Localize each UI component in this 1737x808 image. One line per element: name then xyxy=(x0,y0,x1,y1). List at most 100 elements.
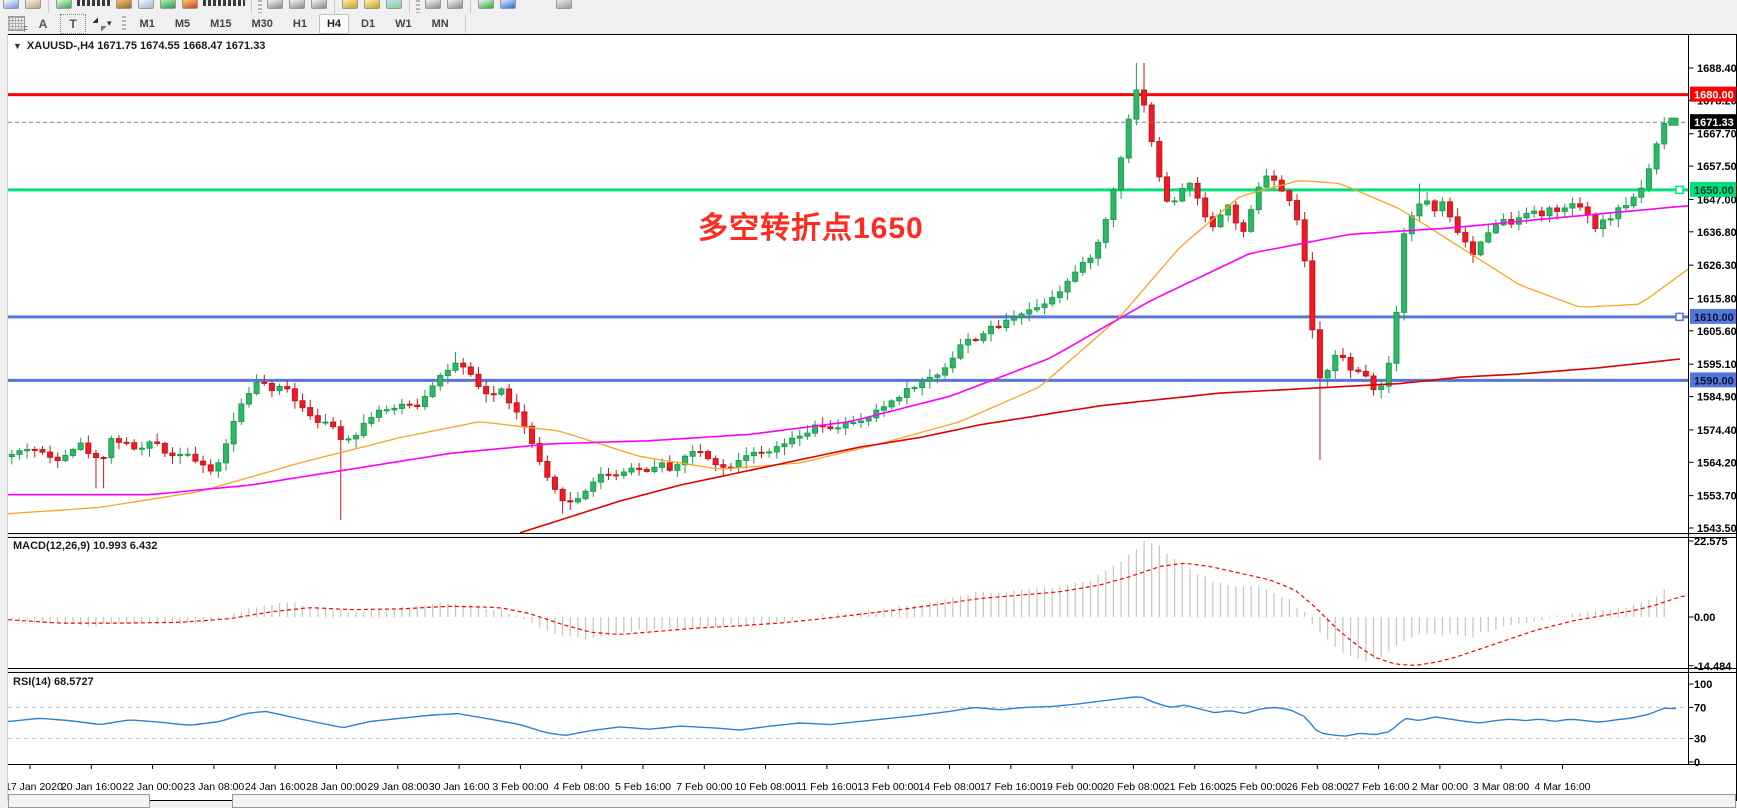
shapes-icon xyxy=(93,18,105,30)
timeframe-button-h1[interactable]: H1 xyxy=(292,17,307,30)
chart-annotation[interactable]: 多空转折点1650 xyxy=(698,212,924,245)
new-chart-icon[interactable] xyxy=(3,0,19,9)
rsi-axis: 100 70 30 0 xyxy=(1688,679,1712,769)
timeframe-button-m5[interactable]: M5 xyxy=(174,17,191,30)
window-icon[interactable] xyxy=(556,0,572,9)
vline-tool-icon[interactable] xyxy=(447,0,463,9)
window-left-strip xyxy=(0,34,8,801)
svg-text:1543.50: 1543.50 xyxy=(1697,523,1737,535)
svg-text:19 Feb 00:00: 19 Feb 00:00 xyxy=(1041,781,1103,793)
pencil-tool-icon[interactable] xyxy=(342,0,358,9)
svg-text:11 Feb 16:00: 11 Feb 16:00 xyxy=(796,781,857,793)
chart-title[interactable]: ▼ XAUUSD-,H4 1671.75 1674.55 1668.47 1671… xyxy=(13,40,265,52)
timeframe-button-m1[interactable]: M1 xyxy=(139,17,155,30)
toolbar-grip[interactable] xyxy=(121,15,126,32)
terminal-icon[interactable] xyxy=(182,0,198,9)
svg-text:1688.40: 1688.40 xyxy=(1697,63,1737,75)
svg-text:14 Feb 08:00: 14 Feb 08:00 xyxy=(919,781,981,793)
timeframe-button-h4[interactable]: H4 xyxy=(318,13,350,34)
autotrading-label-cut[interactable] xyxy=(203,0,245,6)
navigator-icon[interactable] xyxy=(160,0,176,9)
svg-text:-14.484: -14.484 xyxy=(1694,661,1732,673)
hline-tool-icon[interactable] xyxy=(311,0,327,9)
toolbar-separator xyxy=(251,0,252,13)
svg-text:1615.80: 1615.80 xyxy=(1697,293,1737,305)
svg-text:1553.70: 1553.70 xyxy=(1697,491,1737,503)
toolbar-separator xyxy=(470,0,471,13)
svg-text:0.00: 0.00 xyxy=(1694,612,1715,624)
status-box-left xyxy=(8,794,150,808)
svg-text:29 Jan 08:00: 29 Jan 08:00 xyxy=(367,781,428,793)
timeframe-button-w1[interactable]: W1 xyxy=(395,17,412,30)
svg-text:27 Feb 16:00: 27 Feb 16:00 xyxy=(1348,781,1410,793)
svg-text:1680.00: 1680.00 xyxy=(1694,90,1734,102)
timeframe-button-mn[interactable]: MN xyxy=(431,17,449,30)
new-order-label-cut[interactable] xyxy=(77,0,111,6)
svg-text:30: 30 xyxy=(1694,734,1706,746)
zoom-icon[interactable] xyxy=(25,0,41,9)
ma-red-line xyxy=(519,358,1681,533)
new-order-icon[interactable] xyxy=(56,0,72,9)
svg-text:20 Jan 16:00: 20 Jan 16:00 xyxy=(61,781,122,793)
svg-text:1650.00: 1650.00 xyxy=(1694,185,1734,197)
price-level-lines xyxy=(8,93,1688,382)
shapes-dropdown-button[interactable]: ▾ xyxy=(93,18,112,30)
hline2-tool-icon[interactable] xyxy=(425,0,441,9)
svg-text:28 Jan 00:00: 28 Jan 00:00 xyxy=(306,781,367,793)
svg-text:3 Mar 08:00: 3 Mar 08:00 xyxy=(1473,781,1529,793)
chart-panels xyxy=(7,34,1737,801)
data-window-icon[interactable] xyxy=(138,0,154,9)
svg-text:4 Mar 16:00: 4 Mar 16:00 xyxy=(1534,781,1590,793)
svg-text:25 Feb 00:00: 25 Feb 00:00 xyxy=(1225,781,1287,793)
svg-text:21 Feb 16:00: 21 Feb 16:00 xyxy=(1164,781,1226,793)
moving-averages xyxy=(8,180,1688,533)
toolbar-separator xyxy=(409,0,410,13)
svg-text:1605.60: 1605.60 xyxy=(1697,326,1737,338)
timeframe-button-d1[interactable]: D1 xyxy=(361,17,376,30)
toolbar-separator xyxy=(334,0,335,13)
market-watch-icon[interactable] xyxy=(116,0,132,9)
svg-text:1574.40: 1574.40 xyxy=(1697,425,1737,437)
svg-text:70: 70 xyxy=(1694,702,1706,714)
pencil2-tool-icon[interactable] xyxy=(364,0,380,9)
svg-text:1610.00: 1610.00 xyxy=(1694,312,1734,324)
svg-text:23 Jan 08:00: 23 Jan 08:00 xyxy=(184,781,245,793)
svg-text:30 Jan 16:00: 30 Jan 16:00 xyxy=(429,781,490,793)
toolbar-timeframes: F A T ▾ M1 M5 M15 M30 H1 H4 D1 W1 MN xyxy=(0,13,1737,34)
add-indicator-icon[interactable] xyxy=(478,0,494,9)
rsi-line xyxy=(8,696,1677,737)
svg-text:13 Feb 00:00: 13 Feb 00:00 xyxy=(857,781,919,793)
price-axis: 1688.401678.201667.701657.501647.001636.… xyxy=(1688,63,1737,535)
ma-orange-line xyxy=(8,180,1688,515)
svg-text:1595.10: 1595.10 xyxy=(1697,359,1737,371)
toolbar-separator xyxy=(464,14,466,33)
svg-text:1667.70: 1667.70 xyxy=(1697,129,1737,141)
svg-text:26 Feb 08:00: 26 Feb 08:00 xyxy=(1286,781,1348,793)
svg-text:22 Jan 00:00: 22 Jan 00:00 xyxy=(122,781,183,793)
svg-text:1671.33: 1671.33 xyxy=(1694,117,1734,129)
svg-text:1626.30: 1626.30 xyxy=(1697,260,1737,272)
svg-text:100: 100 xyxy=(1694,679,1712,691)
timeframe-button-m30[interactable]: M30 xyxy=(251,17,273,30)
indicators-list-icon[interactable] xyxy=(386,0,402,9)
collapse-icon[interactable]: ▼ xyxy=(13,41,22,51)
rsi-label: RSI(14) 68.5727 xyxy=(13,676,94,688)
refresh-icon[interactable] xyxy=(500,0,516,9)
grid-snap-icon[interactable]: F xyxy=(8,16,28,34)
svg-text:17 Jan 2020: 17 Jan 2020 xyxy=(5,781,63,793)
toolbar-grip[interactable] xyxy=(258,0,262,13)
svg-text:7 Feb 00:00: 7 Feb 00:00 xyxy=(676,781,732,793)
ma-magenta-line xyxy=(8,205,1688,496)
crosshair-tool-icon[interactable] xyxy=(289,0,305,9)
text-label-button[interactable]: T xyxy=(60,13,86,34)
chart-title-text: XAUUSD-,H4 1671.75 1674.55 1668.47 1671.… xyxy=(26,40,266,52)
svg-text:2 Mar 00:00: 2 Mar 00:00 xyxy=(1412,781,1468,793)
timeframe-button-m15[interactable]: M15 xyxy=(210,17,232,30)
macd-label: MACD(12,26,9) 10.993 6.432 xyxy=(13,540,158,552)
arrow-text-button[interactable]: A xyxy=(38,16,48,31)
svg-text:3 Feb 00:00: 3 Feb 00:00 xyxy=(492,781,548,793)
toolbar-grip[interactable] xyxy=(416,0,420,13)
cursor-tool-icon[interactable] xyxy=(267,0,283,9)
